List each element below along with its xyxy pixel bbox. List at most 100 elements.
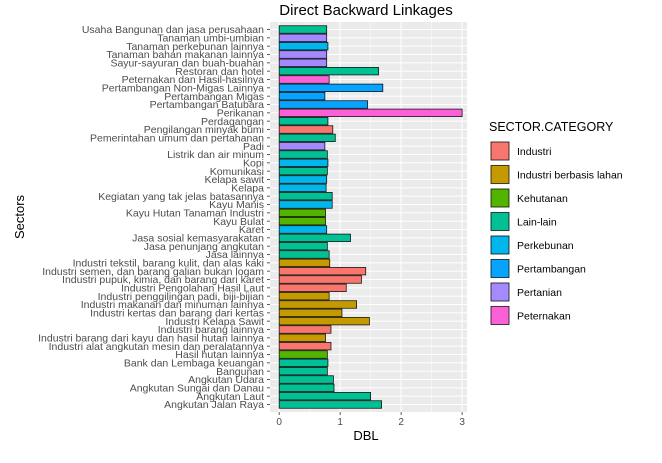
category-label: Kayu Bulat	[213, 216, 264, 228]
category-label: Industri semen, dan barang galian bukan …	[42, 266, 264, 278]
legend-swatch	[490, 188, 510, 208]
category-label: Pertambangan Batubara	[150, 99, 265, 111]
legend-entry-label: Industri berbasis lahan	[517, 170, 623, 182]
category-label: Angkutan Udara	[188, 374, 264, 386]
category-label: Angkutan Jalan Raya	[164, 399, 264, 411]
bar	[278, 300, 357, 309]
legend-swatch	[490, 282, 510, 302]
bar	[278, 142, 326, 151]
category-label: Peternakan dan Hasil-hasilnya	[122, 74, 265, 86]
category-label: Karet	[239, 224, 264, 236]
bar	[278, 50, 328, 59]
category-label: Angkutan Laut	[196, 391, 264, 403]
category-labels: Usaha Bangunan dan jasa perusahaanTanama…	[38, 24, 270, 411]
category-label: Perikanan	[217, 107, 264, 119]
legend-entry-label: Lain-lain	[517, 217, 557, 229]
category-label: Kayu Manis	[209, 199, 264, 211]
bar	[278, 100, 368, 109]
bar	[278, 258, 331, 267]
legend: SECTOR.CATEGORY Industri Industri berbasi…	[489, 120, 623, 326]
legend-swatch	[490, 306, 510, 325]
bar	[278, 192, 333, 201]
category-label: Industri pupuk, kimia, dan barang dari k…	[62, 274, 264, 286]
bar	[278, 83, 384, 92]
bars	[278, 25, 463, 409]
bar	[278, 75, 330, 84]
bar	[278, 250, 330, 259]
bar	[278, 108, 463, 117]
bar	[278, 225, 328, 234]
legend-entry-label: Perkebunan	[517, 240, 574, 252]
legend-swatch	[490, 212, 510, 231]
category-label: Perdagangan	[201, 116, 264, 128]
x-tick-labels: 0 1 2 3	[276, 412, 465, 428]
bar	[278, 283, 347, 292]
legend-entry-label: Pertambangan	[517, 264, 586, 276]
category-label: Industri barang dari kayu dan hasil huta…	[38, 332, 264, 344]
legend-title: SECTOR.CATEGORY	[489, 120, 614, 134]
bar	[278, 367, 328, 376]
bar	[278, 325, 332, 334]
category-label: Hasil hutan lainnya	[175, 349, 264, 361]
category-label: Kopi	[243, 157, 264, 169]
category-label: Industri Kelapa Sawit	[165, 316, 264, 328]
bar	[278, 67, 379, 76]
category-label: Industri alat angkutan mesin dan peralat…	[49, 341, 265, 353]
legend-entry-label: Industri	[517, 146, 551, 158]
category-label: Jasa lainnya	[206, 249, 265, 261]
category-label: Listrik dan air minum	[167, 149, 264, 161]
bar	[278, 33, 328, 42]
category-label: Kelapa sawit	[204, 174, 264, 186]
category-label: Kelapa	[231, 182, 264, 194]
x-axis-title: DBL	[353, 428, 378, 443]
legend-swatch	[490, 235, 510, 255]
bar	[278, 350, 328, 359]
category-label: Bank dan Lembaga keuangan	[124, 357, 264, 369]
category-label: Angkutan Sungai dan Danau	[130, 382, 264, 394]
legend-entry-label: Peternakan	[517, 311, 571, 323]
x-tick-label: 1	[337, 417, 343, 428]
category-label: Pertambangan Migas	[164, 91, 264, 103]
category-label: Jasa penunjang angkutan	[144, 241, 264, 253]
category-label: Pertambangan Non-Migas Lainnya	[102, 82, 264, 94]
bar	[278, 133, 336, 142]
category-label: Industri penggilingan padi, biji-bijian	[98, 291, 265, 303]
category-label: Sayur-sayuran dan buah-buahan	[110, 57, 264, 69]
category-label: Industri tekstil, barang kulit, dan alas…	[73, 257, 264, 269]
x-tick-label: 0	[276, 417, 282, 428]
category-label: Pemerintahan umum dan pertahanan	[90, 132, 264, 144]
bar	[278, 200, 333, 209]
bar	[278, 233, 351, 242]
x-tick-label: 3	[459, 417, 465, 428]
bar	[278, 217, 326, 226]
bar	[278, 267, 367, 276]
bar	[278, 158, 329, 167]
category-label: Kegiatan yang tak jelas batasannya	[98, 191, 264, 203]
category-label: Kayu Hutan Tanaman Industri	[126, 207, 264, 219]
x-tick-label: 2	[398, 417, 404, 428]
bar	[278, 383, 335, 392]
bar	[278, 150, 328, 159]
legend-swatch	[490, 165, 510, 184]
bar	[278, 117, 329, 126]
legend-entry-label: Kehutanan	[517, 193, 568, 205]
bar	[278, 92, 326, 101]
legend-swatch	[490, 141, 510, 161]
category-label: Restoran dan hotel	[175, 66, 264, 78]
category-label: Industri barang lainnya	[158, 324, 264, 336]
category-label: Usaha Bangunan dan jasa perusahaan	[82, 24, 264, 36]
category-label: Industri Pengolahan Hasil Laut	[121, 282, 264, 294]
bar	[278, 208, 326, 217]
bar	[278, 292, 330, 301]
bar	[278, 175, 328, 184]
category-label: Tanaman umbi-umbian	[157, 32, 264, 44]
legend-entry-label: Pertanian	[517, 287, 562, 299]
category-label: Industri makanan dan minuman lainnya	[81, 299, 264, 311]
bar	[278, 25, 328, 34]
category-label: Padi	[243, 141, 264, 153]
y-axis-title: Sectors	[12, 194, 27, 239]
bar	[278, 58, 328, 67]
category-label: Pengilangan minyak bumi	[144, 124, 264, 136]
category-label: Jasa sosial kemasyarakatan	[132, 232, 264, 244]
